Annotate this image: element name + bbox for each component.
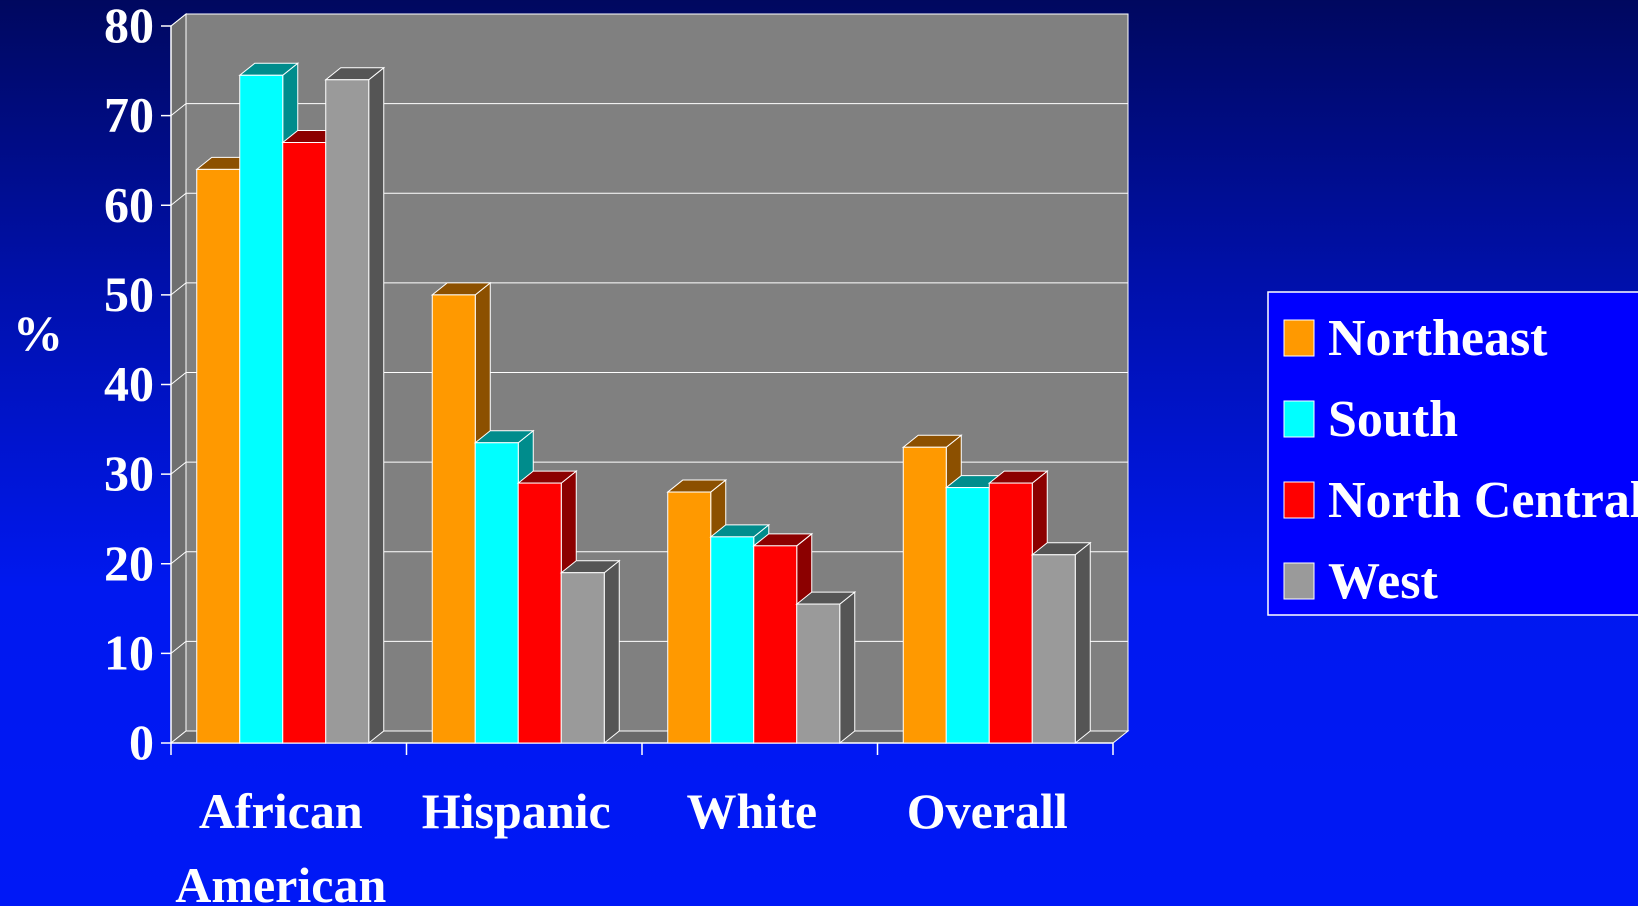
bar-side [839,591,856,745]
bar-front [945,487,990,744]
bar-front [474,442,519,744]
bar-front [325,79,370,744]
bar-front [282,142,327,744]
bar-front [1031,554,1076,744]
bar-front [753,545,798,744]
y-tick-label: 10 [104,624,154,680]
legend-items: Northeast South North Central West [1283,310,1638,610]
bar-front [196,168,241,744]
bar-front [431,294,476,744]
x-tick-label: African [199,783,363,839]
y-tick-label: 80 [104,0,154,53]
legend-swatch [1283,400,1315,438]
bar-west [795,591,857,745]
bar-front [988,482,1033,744]
x-tick-label: Overall [907,783,1068,839]
bar-front [710,536,755,744]
y-tick-label: 0 [129,714,154,770]
legend: Northeast South North Central West [1267,291,1638,616]
y-tick-label: 50 [104,266,154,322]
bar-front [667,491,712,744]
legend-box [1267,291,1638,616]
x-tick-label: American [175,857,386,906]
bar-side [1074,541,1091,745]
legend-label: South [1328,391,1458,448]
legend-swatch [1283,562,1315,600]
y-tick-labels: 0 10 20 30 40 50 60 70 80 [104,0,154,770]
bar-front [239,74,284,744]
x-tick-label: White [686,783,817,839]
bars [195,62,1092,745]
bar-side [603,559,620,745]
legend-label: West [1328,553,1438,610]
bar-front [796,603,841,744]
bar-west [324,66,386,745]
bar-front [560,572,605,744]
legend-swatch [1283,319,1315,357]
bar-west [1030,541,1092,745]
legend-label: Northeast [1328,310,1548,367]
y-tick-label: 70 [104,87,154,143]
y-tick-label: 60 [104,176,154,232]
x-tick-label: Hispanic [422,783,611,839]
bar-front [902,446,947,744]
back-wall-border [185,13,1129,732]
legend-label: North Central [1328,472,1638,529]
bar-side [368,66,385,745]
legend-swatch [1283,481,1315,519]
y-axis-label: % [13,305,63,361]
bar-west [559,559,621,745]
x-tick-labels: African American Hispanic White Overall [175,783,1068,906]
bar-front [517,482,562,744]
y-tick-label: 40 [104,356,154,412]
y-tick-label: 30 [104,445,154,501]
y-tick-label: 20 [104,535,154,591]
